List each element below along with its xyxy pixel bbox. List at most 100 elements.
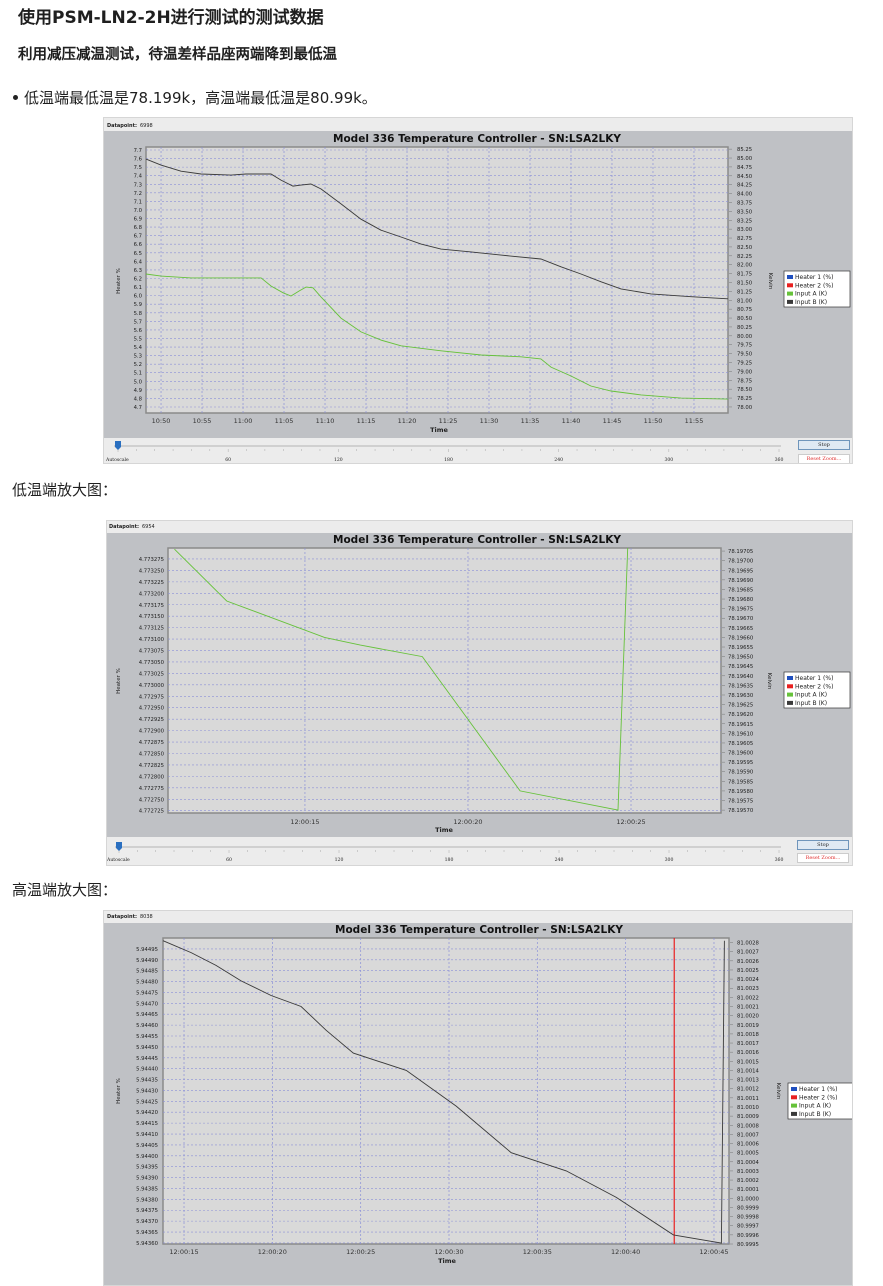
- legend-swatch-icon: [787, 692, 793, 697]
- slider-thumb[interactable]: [116, 842, 122, 851]
- x-axis-title: Time: [435, 826, 453, 834]
- y-left-tick-label: 5.1: [134, 371, 142, 377]
- y-left-tick-label: 4.772775: [139, 786, 164, 792]
- legend-swatch-icon: [791, 1087, 797, 1091]
- y-left-tick-label: 4.773225: [139, 580, 164, 586]
- y-left-tick-label: 5.7: [134, 319, 142, 325]
- y-left-tick-label: 4.773000: [139, 683, 165, 689]
- y-left-tick-label: 5.94480: [136, 980, 159, 986]
- y-right-tick-label: 81.0016: [737, 1050, 760, 1056]
- y-left-tick-label: 5.94390: [136, 1176, 159, 1182]
- reset-zoom-button[interactable]: Reset Zoom...: [797, 853, 849, 863]
- slider-label: 180: [445, 857, 454, 863]
- y-right-axis-title: Kelvin: [766, 673, 772, 690]
- y-left-tick-label: 5.94445: [136, 1056, 158, 1062]
- datapoint-value: 8038: [140, 914, 153, 920]
- y-right-tick-label: 81.50: [737, 280, 753, 286]
- y-left-tick-label: 4.8: [134, 396, 143, 402]
- y-right-tick-label: 81.0007: [737, 1132, 759, 1138]
- y-left-tick-label: 5.94465: [136, 1012, 158, 1018]
- y-right-tick-label: 78.19615: [728, 722, 753, 728]
- series-line-input-a-k: [145, 273, 729, 400]
- y-left-tick-label: 5.94415: [136, 1121, 158, 1127]
- y-right-tick-label: 78.19680: [728, 597, 754, 603]
- y-left-tick-label: 4.773275: [139, 557, 164, 563]
- x-tick-label: 12:00:25: [616, 818, 645, 826]
- y-left-tick-label: 5.5: [134, 336, 142, 342]
- y-left-axis-title: Heater %: [116, 268, 122, 294]
- y-left-tick-label: 4.772925: [139, 717, 164, 723]
- datapoint-label: Datapoint:: [107, 123, 137, 129]
- legend-item: Heater 2 (%): [795, 683, 833, 690]
- y-left-tick-label: 5.4: [134, 345, 143, 351]
- y-left-tick-label: 4.9: [134, 388, 142, 394]
- y-right-tick-label: 78.19610: [728, 731, 754, 737]
- legend-item: Input A (K): [795, 291, 827, 298]
- datapoint-value: 6954: [142, 524, 155, 530]
- y-left-tick-label: 5.94380: [136, 1197, 159, 1203]
- y-right-axis-title: Kelvin: [767, 273, 773, 290]
- x-axis-title: Time: [430, 426, 448, 434]
- series-line-input-b-k: [162, 940, 725, 1244]
- x-tick-label: 12:00:15: [169, 1248, 198, 1256]
- bullet-dot-icon: [13, 94, 18, 100]
- y-right-tick-label: 81.0010: [737, 1105, 760, 1111]
- y-right-tick-label: 81.0003: [737, 1169, 759, 1175]
- y-right-tick-label: 78.19570: [728, 808, 754, 814]
- y-right-tick-label: 79.00: [737, 369, 753, 375]
- stop-button[interactable]: Stop: [798, 440, 850, 450]
- stop-button[interactable]: Stop: [797, 840, 849, 850]
- y-right-tick-label: 78.19650: [728, 655, 754, 661]
- overview-chart: Datapoint: 6998 Model 336 Temperature Cont…: [103, 117, 853, 464]
- y-left-tick-label: 5.94470: [136, 1001, 159, 1007]
- legend-swatch-icon: [791, 1095, 797, 1100]
- y-left-tick-label: 4.772850: [139, 752, 165, 758]
- high-temp-caption: 高温端放大图：: [12, 881, 118, 899]
- y-right-tick-label: 81.0014: [737, 1068, 760, 1074]
- y-left-tick-label: 4.773250: [139, 568, 165, 574]
- series-line-input-b-k: [145, 158, 729, 300]
- x-tick-label: 12:00:45: [699, 1248, 728, 1256]
- y-left-tick-label: 6.1: [134, 285, 142, 291]
- series-line-input-a-k: [174, 547, 629, 811]
- y-left-tick-label: 4.772900: [139, 729, 165, 735]
- y-right-tick-label: 80.9995: [737, 1242, 759, 1248]
- legend-swatch-icon: [787, 676, 793, 680]
- y-right-tick-label: 84.25: [737, 183, 752, 189]
- y-left-tick-label: 7.3: [134, 182, 142, 188]
- y-right-tick-label: 79.75: [737, 343, 752, 349]
- slider-thumb[interactable]: [115, 441, 121, 450]
- y-left-tick-label: 4.772725: [139, 809, 164, 815]
- x-tick-label: 11:20: [398, 417, 417, 425]
- y-right-tick-label: 81.0022: [737, 995, 759, 1001]
- y-left-tick-label: 5.94485: [136, 969, 158, 975]
- y-left-tick-label: 5.3: [134, 354, 142, 360]
- slider-label: 60: [226, 857, 232, 863]
- x-axis-title: Time: [438, 1257, 456, 1265]
- reset-zoom-button[interactable]: Reset Zoom...: [798, 454, 850, 463]
- y-left-tick-label: 5.94365: [136, 1230, 158, 1236]
- y-left-tick-label: 4.772950: [139, 706, 165, 712]
- chart-svg: Datapoint: 6954 Model 336 Temperature Cont…: [107, 524, 852, 863]
- y-right-tick-label: 78.19620: [728, 712, 754, 718]
- y-right-tick-label: 78.19690: [728, 578, 754, 584]
- x-tick-label: 11:50: [644, 417, 663, 425]
- y-left-tick-label: 5.94385: [136, 1186, 158, 1192]
- slider-label: Autoscale: [107, 857, 130, 863]
- low-temp-caption: 低温端放大图：: [12, 481, 118, 499]
- y-left-tick-label: 6.7: [134, 234, 142, 240]
- result-bullet: 低温端最低温是78.199k，高温端最低温是80.99k。: [13, 87, 377, 108]
- y-right-tick-label: 84.00: [737, 192, 753, 198]
- y-right-tick-label: 78.19705: [728, 549, 753, 555]
- y-right-tick-label: 79.50: [737, 352, 753, 358]
- y-right-tick-label: 82.25: [737, 254, 752, 260]
- legend-swatch-icon: [787, 275, 793, 279]
- y-left-tick-label: 5.94360: [136, 1241, 159, 1247]
- y-right-tick-label: 81.0023: [737, 986, 759, 992]
- y-left-tick-label: 5.94400: [136, 1154, 159, 1160]
- y-right-tick-label: 81.0026: [737, 959, 760, 965]
- y-left-tick-label: 4.773075: [139, 649, 164, 655]
- legend-swatch-icon: [787, 700, 793, 705]
- y-left-tick-label: 7.2: [134, 191, 142, 197]
- y-left-axis-title: Heater %: [116, 668, 122, 694]
